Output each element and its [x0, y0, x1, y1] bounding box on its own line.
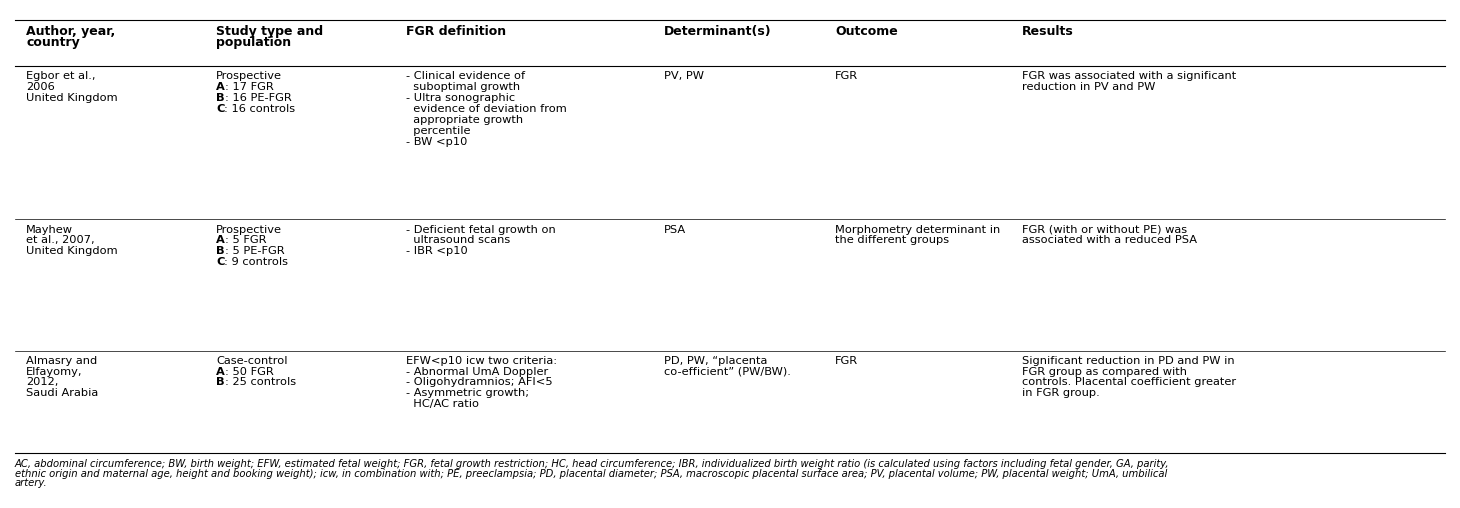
Text: HC/AC ratio: HC/AC ratio — [406, 399, 479, 409]
Text: population: population — [216, 37, 291, 49]
Text: B: B — [216, 93, 225, 103]
Text: United Kingdom: United Kingdom — [26, 93, 118, 103]
Text: EFW<p10 icw two criteria:: EFW<p10 icw two criteria: — [406, 356, 558, 366]
Text: B: B — [216, 246, 225, 257]
Text: 2006: 2006 — [26, 82, 55, 92]
Text: ultrasound scans: ultrasound scans — [406, 235, 510, 245]
Text: Egbor et al.,: Egbor et al., — [26, 71, 96, 81]
Text: B: B — [216, 377, 225, 388]
Text: PD, PW, “placenta: PD, PW, “placenta — [664, 356, 768, 366]
Text: - Asymmetric growth;: - Asymmetric growth; — [406, 389, 529, 398]
Text: artery.: artery. — [15, 479, 47, 489]
Text: - Ultra sonographic: - Ultra sonographic — [406, 93, 515, 103]
Text: reduction in PV and PW: reduction in PV and PW — [1022, 82, 1155, 92]
Text: : 50 FGR: : 50 FGR — [225, 367, 273, 376]
Text: FGR group as compared with: FGR group as compared with — [1022, 367, 1187, 376]
Text: FGR: FGR — [835, 71, 858, 81]
Text: suboptimal growth: suboptimal growth — [406, 82, 520, 92]
Text: FGR (with or without PE) was: FGR (with or without PE) was — [1022, 225, 1187, 235]
Text: the different groups: the different groups — [835, 235, 949, 245]
Text: C: C — [216, 257, 225, 267]
Text: Saudi Arabia: Saudi Arabia — [26, 389, 98, 398]
Text: - Oligohydramnios; AFI<5: - Oligohydramnios; AFI<5 — [406, 377, 552, 388]
Text: evidence of deviation from: evidence of deviation from — [406, 104, 566, 114]
Text: : 16 controls: : 16 controls — [225, 104, 295, 114]
Text: : 5 FGR: : 5 FGR — [225, 235, 266, 245]
Text: A: A — [216, 367, 225, 376]
Text: Morphometry determinant in: Morphometry determinant in — [835, 225, 1000, 235]
Text: Determinant(s): Determinant(s) — [664, 25, 772, 39]
Text: A: A — [216, 82, 225, 92]
Text: PSA: PSA — [664, 225, 686, 235]
Text: co-efficient” (PW/BW).: co-efficient” (PW/BW). — [664, 367, 791, 376]
Text: Outcome: Outcome — [835, 25, 898, 39]
Text: : 17 FGR: : 17 FGR — [225, 82, 273, 92]
Text: United Kingdom: United Kingdom — [26, 246, 118, 257]
Text: FGR: FGR — [835, 356, 858, 366]
Text: - Clinical evidence of: - Clinical evidence of — [406, 71, 526, 81]
Text: FGR was associated with a significant: FGR was associated with a significant — [1022, 71, 1237, 81]
Text: - IBR <p10: - IBR <p10 — [406, 246, 467, 257]
Text: : 9 controls: : 9 controls — [225, 257, 289, 267]
Text: Author, year,: Author, year, — [26, 25, 115, 39]
Text: : 25 controls: : 25 controls — [225, 377, 296, 388]
Text: ethnic origin and maternal age, height and booking weight); icw, in combination : ethnic origin and maternal age, height a… — [15, 469, 1167, 479]
Text: A: A — [216, 235, 225, 245]
Text: controls. Placental coefficient greater: controls. Placental coefficient greater — [1022, 377, 1237, 388]
Text: Prospective: Prospective — [216, 71, 282, 81]
Text: - Abnormal UmA Doppler: - Abnormal UmA Doppler — [406, 367, 548, 376]
Text: in FGR group.: in FGR group. — [1022, 389, 1099, 398]
Text: 2012,: 2012, — [26, 377, 58, 388]
Text: : 5 PE-FGR: : 5 PE-FGR — [225, 246, 285, 257]
Text: Elfayomy,: Elfayomy, — [26, 367, 83, 376]
Text: Significant reduction in PD and PW in: Significant reduction in PD and PW in — [1022, 356, 1235, 366]
Text: Prospective: Prospective — [216, 225, 282, 235]
Text: - BW <p10: - BW <p10 — [406, 137, 467, 147]
Text: country: country — [26, 37, 80, 49]
Text: PV, PW: PV, PW — [664, 71, 704, 81]
Text: Study type and: Study type and — [216, 25, 323, 39]
Text: : 16 PE-FGR: : 16 PE-FGR — [225, 93, 292, 103]
Text: Mayhew: Mayhew — [26, 225, 73, 235]
Text: appropriate growth: appropriate growth — [406, 115, 523, 125]
Text: C: C — [216, 104, 225, 114]
Text: Almasry and: Almasry and — [26, 356, 98, 366]
Text: FGR definition: FGR definition — [406, 25, 507, 39]
Text: Case-control: Case-control — [216, 356, 288, 366]
Text: associated with a reduced PSA: associated with a reduced PSA — [1022, 235, 1197, 245]
Text: et al., 2007,: et al., 2007, — [26, 235, 95, 245]
Text: AC, abdominal circumference; BW, birth weight; EFW, estimated fetal weight; FGR,: AC, abdominal circumference; BW, birth w… — [15, 459, 1169, 469]
Text: - Deficient fetal growth on: - Deficient fetal growth on — [406, 225, 556, 235]
Text: Results: Results — [1022, 25, 1073, 39]
Text: percentile: percentile — [406, 125, 470, 136]
